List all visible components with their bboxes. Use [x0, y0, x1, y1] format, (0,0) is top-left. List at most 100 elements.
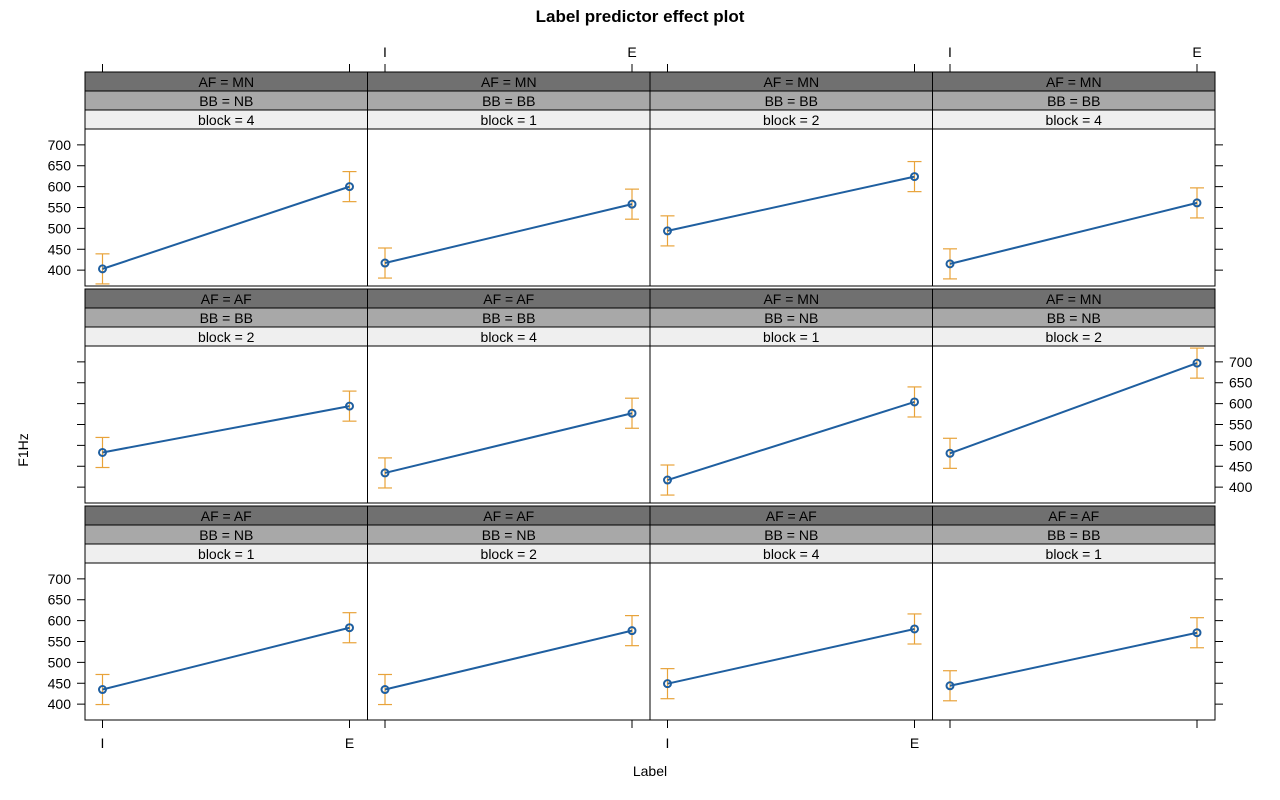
- y-tick-label: 700: [1229, 354, 1253, 370]
- strip-label: AF = MN: [763, 74, 819, 90]
- panel-frame: [932, 562, 1216, 721]
- effect-line: [102, 185, 350, 270]
- y-tick-label: 500: [1229, 437, 1253, 453]
- data-point: [98, 685, 107, 695]
- data-point: [1192, 628, 1202, 638]
- effect-line: [667, 627, 915, 685]
- y-tick-label: 600: [48, 179, 72, 195]
- y-tick-label: 550: [1229, 417, 1253, 433]
- strip-label: block = 4: [1046, 112, 1103, 128]
- strip-label: BB = BB: [482, 93, 535, 109]
- panel-frame: [649, 128, 933, 287]
- y-axis-label: F1Hz: [15, 433, 31, 466]
- y-tick-label: 450: [1229, 458, 1253, 474]
- data-point: [345, 182, 354, 192]
- y-tick-label: 700: [48, 137, 72, 153]
- strip-label: BB = NB: [199, 527, 253, 543]
- y-tick-label: 500: [48, 220, 72, 236]
- data-point: [627, 199, 637, 209]
- data-point: [345, 401, 354, 411]
- strip-label: block = 1: [763, 329, 820, 345]
- effect-line: [384, 412, 633, 474]
- x-axis-label: Label: [633, 763, 667, 779]
- effect-line: [384, 629, 633, 691]
- data-point: [945, 259, 955, 269]
- x-tick-label: E: [345, 735, 354, 751]
- data-point: [663, 226, 672, 236]
- panel-frame: [367, 345, 651, 504]
- x-tick-label: I: [101, 735, 105, 751]
- strip-label: block = 4: [198, 112, 255, 128]
- strip-label: block = 1: [481, 112, 538, 128]
- data-point: [380, 468, 390, 478]
- x-tick-label: E: [910, 735, 919, 751]
- data-point: [1192, 358, 1202, 368]
- strip-label: BB = NB: [1047, 310, 1101, 326]
- data-point: [1192, 198, 1202, 208]
- strip-label: block = 1: [198, 546, 255, 562]
- effect-line: [102, 405, 350, 454]
- y-tick-label: 650: [48, 158, 72, 174]
- strip-label: AF = MN: [481, 74, 537, 90]
- x-tick-label: E: [1192, 44, 1201, 60]
- data-point: [663, 679, 672, 689]
- effect-line: [949, 362, 1198, 455]
- strip-label: block = 2: [763, 112, 820, 128]
- y-tick-label: 450: [48, 675, 72, 691]
- strip-label: block = 4: [481, 329, 538, 345]
- data-point: [910, 624, 919, 634]
- y-tick-label: 600: [48, 613, 72, 629]
- strip-label: AF = AF: [483, 508, 534, 524]
- y-tick-label: 450: [48, 241, 72, 257]
- data-point: [910, 172, 919, 182]
- data-point: [345, 623, 354, 633]
- strip-label: AF = AF: [201, 508, 252, 524]
- y-tick-label: 700: [48, 571, 72, 587]
- panel-frame: [367, 562, 651, 721]
- panel-frame: [649, 562, 933, 721]
- data-point: [910, 397, 919, 407]
- strip-label: AF = AF: [766, 508, 817, 524]
- y-tick-label: 400: [48, 262, 72, 278]
- effect-line: [667, 175, 915, 232]
- panel-frame: [649, 345, 933, 504]
- strip-label: BB = BB: [765, 93, 818, 109]
- strip-label: block = 2: [481, 546, 538, 562]
- y-tick-label: 400: [1229, 479, 1253, 495]
- strip-label: block = 2: [1046, 329, 1103, 345]
- strip-label: BB = BB: [1047, 527, 1100, 543]
- strip-label: block = 2: [198, 329, 255, 345]
- x-tick-label: I: [948, 44, 952, 60]
- strip-label: BB = NB: [199, 93, 253, 109]
- effect-line: [949, 631, 1198, 687]
- data-point: [98, 264, 107, 274]
- data-point: [98, 447, 107, 457]
- strip-label: block = 1: [1046, 546, 1103, 562]
- y-tick-label: 500: [48, 654, 72, 670]
- panel-grid: AF = MN BB = NB block = 4 400 450 500 550 600 65…: [48, 44, 1253, 751]
- x-tick-label: I: [383, 44, 387, 60]
- strip-label: AF = MN: [198, 74, 254, 90]
- effect-line: [102, 626, 350, 691]
- strip-label: block = 4: [763, 546, 820, 562]
- x-tick-label: I: [666, 735, 670, 751]
- y-tick-label: 550: [48, 634, 72, 650]
- panel-frame: [84, 128, 368, 287]
- panel-frame: [932, 345, 1216, 504]
- y-tick-label: 650: [48, 592, 72, 608]
- data-point: [945, 448, 955, 458]
- x-tick-label: E: [627, 44, 636, 60]
- strip-label: BB = BB: [482, 310, 535, 326]
- strip-label: AF = MN: [763, 291, 819, 307]
- strip-label: BB = NB: [482, 527, 536, 543]
- data-point: [663, 475, 672, 485]
- data-point: [627, 626, 637, 636]
- panel-frame: [932, 128, 1216, 287]
- effect-line: [667, 400, 915, 481]
- y-tick-label: 600: [1229, 396, 1253, 412]
- y-tick-label: 650: [1229, 375, 1253, 391]
- strip-label: AF = AF: [201, 291, 252, 307]
- data-point: [945, 681, 955, 691]
- strip-label: BB = BB: [200, 310, 253, 326]
